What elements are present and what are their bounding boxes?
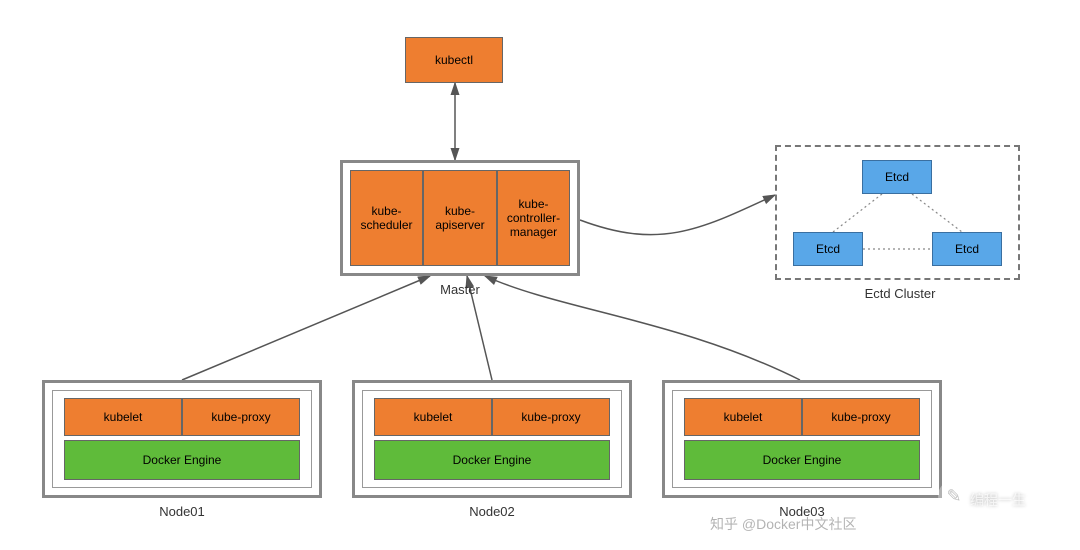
node0-docker-engine: Docker Engine <box>64 440 300 480</box>
node1-service-1: kube-proxy <box>492 398 610 436</box>
zhihu-watermark: 知乎 @Docker中文社区 <box>710 514 856 534</box>
master-kube-scheduler: kube-scheduler <box>350 170 423 266</box>
etcd-node-2: Etcd <box>932 232 1002 266</box>
etcd-node-1: Etcd <box>793 232 863 266</box>
etcd-cluster-label: Ectd Cluster <box>850 286 950 301</box>
node2-docker-engine: Docker Engine <box>684 440 920 480</box>
node2-service-1: kube-proxy <box>802 398 920 436</box>
node-label-0: Node01 <box>142 504 222 519</box>
master-kube-controller-manager: kube-controller-manager <box>497 170 570 266</box>
master-kube-apiserver: kube-apiserver <box>423 170 497 266</box>
node2-service-0: kubelet <box>684 398 802 436</box>
etcd-node-0: Etcd <box>862 160 932 194</box>
master-label: Master <box>430 282 490 297</box>
kubectl-box: kubectl <box>405 37 503 83</box>
node0-service-0: kubelet <box>64 398 182 436</box>
node0-service-1: kube-proxy <box>182 398 300 436</box>
wechat-watermark: 编程一生 <box>970 490 1026 510</box>
node1-service-0: kubelet <box>374 398 492 436</box>
node-label-1: Node02 <box>452 504 532 519</box>
arrow-master-etcd <box>580 195 775 235</box>
wechat-logo-icon: ✎ <box>938 480 970 512</box>
arrow-node01-master <box>182 276 430 380</box>
node1-docker-engine: Docker Engine <box>374 440 610 480</box>
arrow-node03-master <box>485 276 800 380</box>
